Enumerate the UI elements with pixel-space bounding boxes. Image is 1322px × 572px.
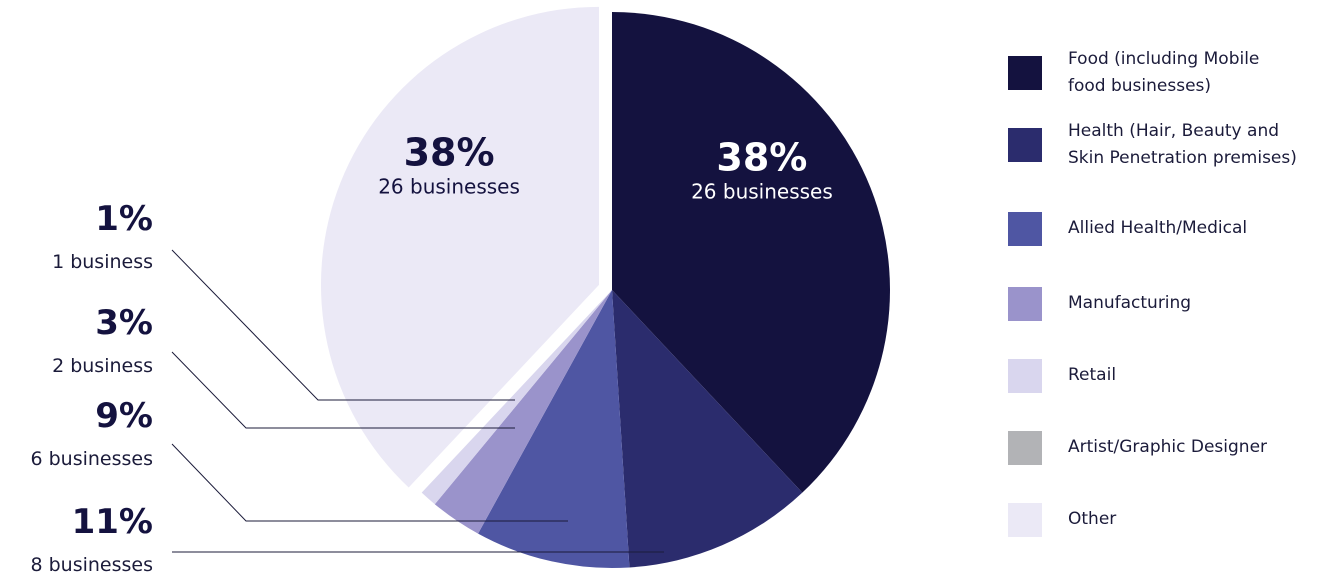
slice-percent-label: 38% [404, 130, 495, 174]
legend-label-line: Skin Penetration premises) [1068, 148, 1297, 168]
legend-label-line: Manufacturing [1068, 293, 1192, 313]
slice-count-label: 26 businesses [691, 180, 833, 204]
legend-label: Food (including Mobile food businesses) [1068, 46, 1318, 100]
pie-slice [434, 290, 612, 534]
callout-percent: 11% [72, 502, 153, 542]
callout-count: 2 business [52, 355, 153, 377]
legend-swatch [1008, 503, 1042, 537]
pie-slice [612, 290, 803, 568]
legend-label: Health (Hair, Beauty and Skin Penetration… [1068, 118, 1318, 172]
legend-label-line: Other [1068, 509, 1117, 529]
legend-label: Manufacturing [1068, 290, 1318, 317]
pie-slice [320, 6, 599, 488]
legend-label-line: Retail [1068, 365, 1117, 385]
legend-swatch [1008, 359, 1042, 393]
leader-line [171, 249, 515, 401]
callout-count: 6 businesses [30, 448, 153, 470]
legend-item: Other [1008, 503, 1318, 537]
slice-percent-label: 38% [716, 136, 807, 180]
callout-percent: 1% [95, 199, 153, 239]
pie-slice [421, 290, 612, 505]
legend-swatch [1008, 56, 1042, 90]
legend-swatch [1008, 287, 1042, 321]
legend-item: Manufacturing [1008, 287, 1318, 321]
legend-label-line: Health (Hair, Beauty and [1068, 121, 1280, 141]
callout-count: 8 businesses [30, 554, 153, 572]
legend-item: Food (including Mobile food businesses) [1008, 49, 1318, 100]
callout-count: 1 business [52, 251, 153, 273]
legend-swatch [1008, 212, 1042, 246]
legend-label: Other [1068, 506, 1318, 533]
callout-percent: 9% [95, 396, 153, 436]
slice-count-label: 26 businesses [378, 174, 520, 198]
legend-swatch [1008, 128, 1042, 162]
legend-item: Retail [1008, 359, 1318, 393]
leader-line [171, 443, 568, 522]
leader-line [171, 351, 515, 429]
legend-item: Health (Hair, Beauty and Skin Penetration… [1008, 121, 1318, 172]
legend-label-line: Artist/Graphic Designer [1068, 437, 1268, 457]
legend-item: Artist/Graphic Designer [1008, 431, 1318, 465]
callout-percent: 3% [95, 303, 153, 343]
legend-label: Retail [1068, 362, 1318, 389]
legend-label-line: Allied Health/Medical [1068, 218, 1248, 238]
legend-item: Allied Health/Medical [1008, 212, 1318, 246]
pie-slice [612, 12, 890, 493]
legend-label: Allied Health/Medical [1068, 215, 1318, 242]
legend-label-line: food businesses) [1068, 76, 1212, 96]
legend-swatch [1008, 431, 1042, 465]
legend-label: Artist/Graphic Designer [1068, 434, 1318, 461]
pie-slice [478, 290, 630, 568]
legend-label-line: Food (including Mobile [1068, 49, 1260, 69]
